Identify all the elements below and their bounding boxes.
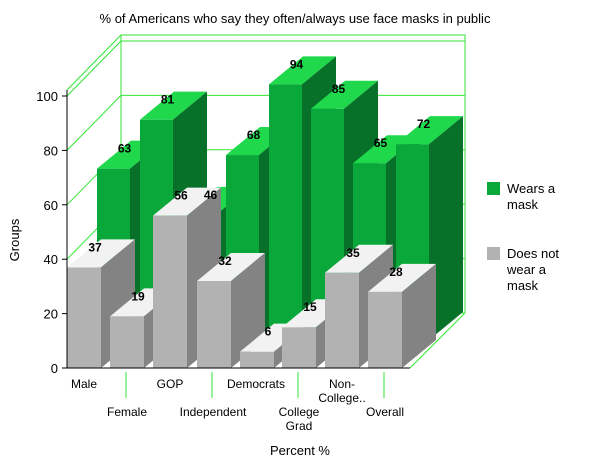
y-tick-label-0: 0: [51, 361, 58, 376]
chart-axes: 0 20 40 60 80 100 Male Female GOP Independent Demo…: [36, 89, 410, 433]
floor-right-edge: [409, 312, 466, 369]
bar-front-overall-front-face: [368, 291, 402, 368]
bar-front-female-front-face: [110, 316, 144, 368]
y-tick-label-40: 40: [44, 252, 58, 267]
legend: Wears a mask Does not wear a mask: [487, 181, 559, 293]
bar-front-independent-top-face: [197, 252, 265, 281]
x-tick-label-female: Female: [107, 405, 147, 419]
y-tick-label-60: 60: [44, 198, 58, 213]
bar-front-gop-front-face: [153, 215, 187, 368]
legend-label-wears-a-mask: Wears a mask: [507, 181, 556, 212]
bar-back-overall-side-face: [429, 116, 463, 340]
y-axis-title: Groups: [7, 218, 22, 261]
bar-front-democrats-front-face: [240, 351, 274, 368]
data-label-front-non-college: 35: [346, 246, 360, 260]
data-label-back-democrats: 94: [290, 57, 304, 71]
data-label-back-college-grad: 85: [332, 82, 346, 96]
bar-front-male-front-face: [67, 267, 101, 368]
bar-front-non-college-top-face: [325, 244, 393, 273]
x-tick-label-overall: Overall: [366, 405, 404, 419]
x-tick-label-non-college: Non-College..: [318, 377, 365, 405]
bar-front-independent-front-face: [197, 280, 231, 368]
data-label-front-college-grad: 15: [303, 300, 317, 314]
x-tick-label-college-grad: College Grad: [279, 405, 320, 433]
x-tick-label-independent: Independent: [180, 405, 247, 419]
gridline-side-80: [66, 95, 122, 151]
data-label-front-overall: 28: [389, 265, 403, 279]
gridline-side-100: [66, 40, 122, 97]
bar-front-college-grad-front-face: [282, 327, 316, 368]
x-tick-label-democrats: Democrats: [227, 377, 285, 391]
y-tick-label-100: 100: [36, 89, 58, 104]
chart-title: % of Americans who say they often/always…: [100, 11, 491, 26]
data-label-front-female: 19: [131, 289, 145, 303]
left-wall-top-edge: [66, 34, 122, 91]
bar-front-overall: [368, 263, 436, 368]
data-label-front-male: 37: [88, 240, 102, 254]
x-axis-title: Percent %: [270, 443, 330, 458]
legend-swatch-wears-a-mask: [487, 182, 500, 195]
front-series-bars: [67, 187, 436, 368]
bar-front-gop-top-face: [153, 187, 221, 216]
bar-front-non-college-front-face: [325, 272, 359, 368]
y-tick-label-20: 20: [44, 307, 58, 322]
data-label-back-male: 63: [118, 142, 132, 156]
legend-swatch-does-not-wear-a-mask: [487, 247, 500, 260]
bar-back-female-top-face: [140, 91, 207, 120]
bar-back-democrats-front-face: [269, 84, 302, 340]
y-tick-label-80: 80: [44, 143, 58, 158]
data-label-front-independent: 32: [218, 254, 232, 268]
bar-back-college-grad-top-face: [311, 80, 378, 109]
bar-back-democrats-top-face: [269, 56, 336, 85]
bar-front-overall-top-face: [368, 263, 436, 292]
data-label-back-overall: 72: [417, 117, 431, 131]
bar-front-overall-side-face: [402, 263, 436, 368]
data-label-back-gop: 46: [204, 188, 218, 202]
x-tick-label-male: Male: [71, 377, 97, 391]
x-tick-label-gop: GOP: [157, 377, 184, 391]
data-label-back-non-college: 65: [374, 136, 388, 150]
data-labels: 63 81 46 68 94 85 65 72 37 19 56 32 6 15 35 28: [88, 57, 430, 338]
legend-label-does-not-wear-a-mask: Does not wear a mask: [506, 246, 559, 293]
data-label-front-democrats: 6: [265, 325, 272, 339]
data-label-front-gop: 56: [174, 189, 188, 203]
bar-back-overall-top-face: [396, 116, 463, 145]
bar-front-male-top-face: [67, 239, 135, 268]
data-label-back-independent: 68: [247, 128, 261, 142]
data-label-back-female: 81: [161, 93, 175, 107]
